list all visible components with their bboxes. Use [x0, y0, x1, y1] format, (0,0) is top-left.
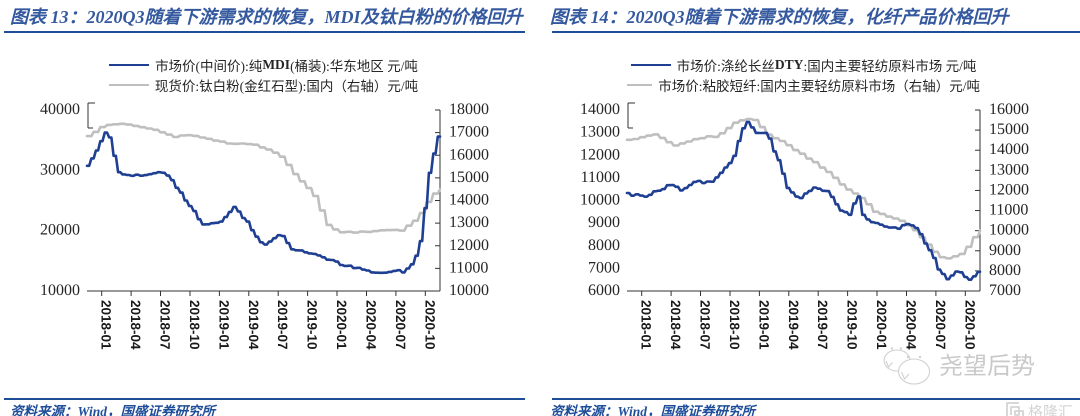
svg-text:15000: 15000: [989, 121, 1029, 138]
svg-text:10000: 10000: [989, 222, 1029, 239]
svg-text:2018-10: 2018-10: [727, 300, 742, 350]
svg-text:17000: 17000: [449, 124, 489, 141]
svg-text:2020-10: 2020-10: [962, 300, 977, 350]
svg-text:2019-01: 2019-01: [216, 300, 231, 350]
svg-text:2019-04: 2019-04: [786, 300, 801, 350]
svg-text:格隆汇: 格隆汇: [1028, 404, 1073, 416]
svg-text:13000: 13000: [989, 161, 1029, 178]
svg-text:10000: 10000: [40, 282, 80, 299]
svg-text:14000: 14000: [580, 101, 620, 118]
svg-text:16000: 16000: [989, 101, 1029, 118]
svg-text:6000: 6000: [588, 282, 620, 299]
svg-text:2020-10: 2020-10: [422, 300, 437, 350]
svg-text:11000: 11000: [449, 259, 488, 276]
svg-text:2018-07: 2018-07: [698, 300, 713, 350]
svg-text:8000: 8000: [989, 262, 1021, 279]
svg-text:2018-07: 2018-07: [158, 300, 173, 350]
svg-text:11000: 11000: [581, 169, 620, 186]
svg-text:2020-07: 2020-07: [933, 300, 948, 350]
svg-text:2019-07: 2019-07: [815, 300, 830, 350]
svg-text:15000: 15000: [449, 169, 489, 186]
svg-text:12000: 12000: [989, 181, 1029, 198]
svg-text:9000: 9000: [588, 214, 620, 231]
svg-text:16000: 16000: [449, 146, 489, 163]
svg-text:2019-04: 2019-04: [246, 300, 261, 350]
svg-text:2018-10: 2018-10: [187, 300, 202, 350]
svg-text:12000: 12000: [580, 146, 620, 163]
svg-text:7000: 7000: [588, 259, 620, 276]
svg-text:2020-04: 2020-04: [364, 300, 379, 350]
svg-text:2019-10: 2019-10: [305, 300, 320, 350]
svg-text:2018-04: 2018-04: [128, 300, 143, 350]
svg-text:2018-01: 2018-01: [639, 300, 654, 350]
svg-text:2019-07: 2019-07: [275, 300, 290, 350]
svg-text:7000: 7000: [989, 282, 1021, 299]
svg-text:13000: 13000: [580, 124, 620, 141]
svg-text:13000: 13000: [449, 214, 489, 231]
svg-text:40000: 40000: [40, 101, 80, 118]
svg-text:2020-07: 2020-07: [393, 300, 408, 350]
svg-text:2020-01: 2020-01: [334, 300, 349, 350]
svg-text:8000: 8000: [588, 237, 620, 254]
svg-text:10000: 10000: [580, 192, 620, 209]
svg-text:2020-04: 2020-04: [904, 300, 919, 350]
svg-text:2019-10: 2019-10: [845, 300, 860, 350]
svg-text:11000: 11000: [989, 202, 1028, 219]
svg-text:尧望后势: 尧望后势: [939, 353, 1035, 380]
svg-text:12000: 12000: [449, 237, 489, 254]
svg-text:20000: 20000: [40, 222, 80, 239]
svg-text:2020-01: 2020-01: [874, 300, 889, 350]
svg-text:2018-01: 2018-01: [99, 300, 114, 350]
svg-text:14000: 14000: [989, 141, 1029, 158]
svg-text:9000: 9000: [989, 242, 1021, 259]
svg-text:18000: 18000: [449, 101, 489, 118]
svg-text:30000: 30000: [40, 161, 80, 178]
svg-text:14000: 14000: [449, 192, 489, 209]
svg-text:10000: 10000: [449, 282, 489, 299]
svg-text:2018-04: 2018-04: [668, 300, 683, 350]
svg-text:2019-01: 2019-01: [756, 300, 771, 350]
